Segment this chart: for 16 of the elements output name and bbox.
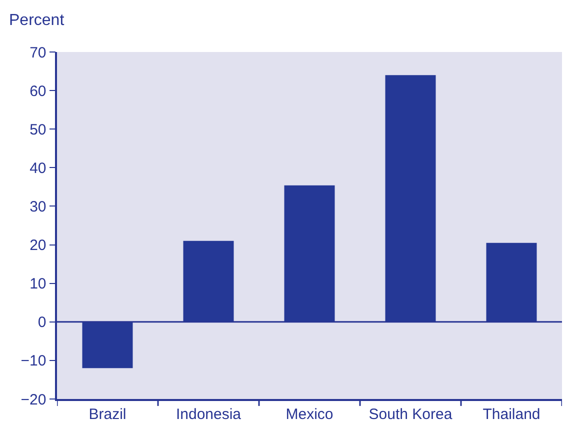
y-tick-label: −20: [20, 391, 46, 408]
y-tick-label: 30: [30, 198, 46, 216]
y-axis-title: Percent: [9, 12, 65, 29]
y-tick-label: 40: [30, 160, 46, 177]
y-tick-label: 10: [30, 276, 46, 293]
y-tick-label: 20: [30, 237, 46, 254]
y-tick-label: 50: [30, 121, 46, 138]
x-tick-label: South Korea: [368, 406, 453, 423]
y-tick-label: 60: [30, 82, 46, 100]
x-tick-label: Mexico: [286, 406, 334, 423]
x-tick-label: Thailand: [482, 406, 540, 423]
x-tick-label: Brazil: [88, 406, 126, 423]
y-tick-label: −10: [20, 352, 46, 370]
y-tick-label: 0: [38, 314, 46, 332]
y-tick-label: 70: [30, 44, 46, 62]
x-tick-label: Indonesia: [176, 406, 242, 423]
